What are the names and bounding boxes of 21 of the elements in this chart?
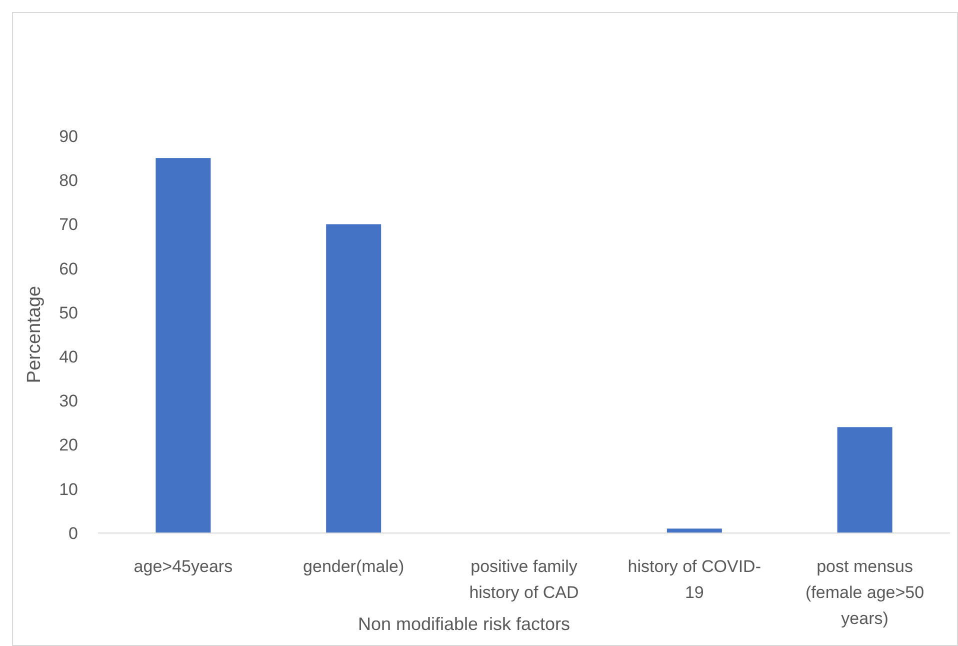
x-tick-label: age>45years <box>134 557 233 576</box>
y-tick-label: 70 <box>59 215 78 234</box>
bar <box>837 427 892 533</box>
y-tick-label: 10 <box>59 480 78 499</box>
y-tick-label: 80 <box>59 171 78 190</box>
x-axis-title: Non modifiable risk factors <box>358 614 570 634</box>
bar <box>156 158 211 533</box>
y-axis-title: Percentage <box>24 286 45 384</box>
x-tick-label: positive family history of CAD <box>469 557 579 602</box>
y-tick-label: 50 <box>59 303 78 322</box>
bar <box>326 224 382 533</box>
y-tick-label: 20 <box>59 436 78 455</box>
x-tick-label: history of COVID-19 <box>628 557 761 602</box>
x-tick-label: gender(male) <box>303 557 404 576</box>
y-tick-label: 0 <box>68 524 78 543</box>
x-tick-label: post mensus (female age>50 years) <box>805 557 924 628</box>
y-tick-label: 90 <box>59 126 78 146</box>
y-tick-label: 40 <box>59 348 78 367</box>
y-tick-label: 60 <box>59 259 78 278</box>
bar <box>666 528 722 533</box>
y-tick-label: 30 <box>59 392 78 411</box>
